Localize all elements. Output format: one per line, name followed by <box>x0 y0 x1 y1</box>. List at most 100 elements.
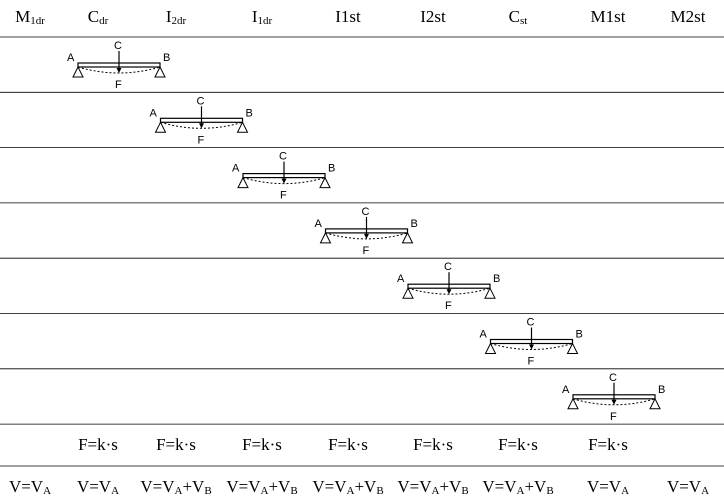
arrow-head <box>281 178 287 184</box>
label-f: F <box>280 190 287 202</box>
subscript: A <box>346 485 354 497</box>
text-part: V=V <box>587 477 622 496</box>
beam-diagram: C A B F <box>397 261 500 312</box>
text-part: V=V <box>312 477 347 496</box>
label-a: A <box>315 218 323 230</box>
arrow-head <box>446 289 452 295</box>
label-b: B <box>411 218 418 230</box>
subscript: 2dr <box>172 15 187 27</box>
shear-formula: V=VA <box>9 477 51 497</box>
subscript: A <box>174 485 182 497</box>
support <box>154 65 166 78</box>
label-b: B <box>163 52 170 64</box>
label-c: C <box>279 151 287 163</box>
shear-formula: V=VA <box>667 477 709 497</box>
column-header: Cst <box>509 7 528 27</box>
force-formula: F=k·s <box>588 435 628 454</box>
force-formula: F=k·s <box>328 435 368 454</box>
beam-diagram: C A B F <box>480 317 583 368</box>
arrow-head <box>611 399 617 405</box>
text-part: C <box>88 7 99 26</box>
label-b: B <box>493 273 500 285</box>
column-header: M2st <box>671 7 706 26</box>
column-header: M1dr <box>15 7 45 27</box>
label-c: C <box>197 95 205 107</box>
force-formula: F=k·s <box>156 435 196 454</box>
label-a: A <box>480 329 488 341</box>
shear-formula: V=VA <box>77 477 119 497</box>
column-header: I2dr <box>166 7 187 27</box>
subscript: B <box>546 485 553 497</box>
arrow-head <box>116 68 122 73</box>
shear-formula: V=VA+VB <box>312 477 383 497</box>
label-c: C <box>527 317 535 329</box>
subscript: A <box>516 485 524 497</box>
subscript: A <box>621 485 629 497</box>
label-b: B <box>328 163 335 175</box>
text-part: M <box>15 7 30 26</box>
subscript: A <box>111 485 119 497</box>
beam-diagram: C A B F <box>562 372 665 423</box>
subscript: 1dr <box>258 15 273 27</box>
shear-formula: V=VA+VB <box>226 477 297 497</box>
force-formula: F=k·s <box>78 435 118 454</box>
subscript: B <box>461 485 468 497</box>
label-f: F <box>528 356 535 368</box>
support <box>484 287 496 299</box>
support <box>649 397 661 410</box>
text-part: V=V <box>667 477 702 496</box>
text-part: V=V <box>482 477 517 496</box>
arrow-head <box>529 344 534 350</box>
column-header: M1st <box>591 7 626 26</box>
label-b: B <box>246 107 253 119</box>
text-part: V=V <box>77 477 112 496</box>
label-a: A <box>67 52 75 64</box>
column-header: I1st <box>335 7 361 26</box>
subscript: B <box>204 485 211 497</box>
text-part: V=V <box>140 477 175 496</box>
label-f: F <box>363 245 370 257</box>
label-a: A <box>232 163 240 175</box>
support <box>319 176 331 189</box>
subscript: B <box>290 485 297 497</box>
text-part: +V <box>354 477 377 496</box>
text-part: I <box>166 7 172 26</box>
text-part: M1st <box>591 7 626 26</box>
text-part: C <box>509 7 520 26</box>
beam-diagram: C A B F <box>232 151 335 202</box>
beam-diagram: C A B F <box>67 40 170 91</box>
text-part: I1st <box>335 7 361 26</box>
shear-formula: V=VA <box>587 477 629 497</box>
subscript: A <box>43 485 51 497</box>
label-c: C <box>362 206 370 218</box>
label-c: C <box>114 40 122 52</box>
text-part: +V <box>182 477 205 496</box>
arrow-head <box>364 233 369 239</box>
label-f: F <box>445 300 452 312</box>
text-part: M2st <box>671 7 706 26</box>
label-c: C <box>609 372 617 384</box>
label-a: A <box>397 273 405 285</box>
support <box>319 231 332 244</box>
subscript: 1dr <box>30 15 45 27</box>
support <box>237 176 249 189</box>
shear-formula: V=VA+VB <box>397 477 468 497</box>
force-formula: F=k·s <box>498 435 538 454</box>
support <box>567 397 579 410</box>
label-c: C <box>444 261 452 273</box>
text-part: I2st <box>420 7 446 26</box>
force-formula: F=k·s <box>413 435 453 454</box>
support <box>566 342 579 354</box>
support <box>154 121 167 133</box>
force-formula: F=k·s <box>242 435 282 454</box>
support <box>402 287 414 299</box>
support <box>401 231 414 244</box>
text-part: V=V <box>9 477 44 496</box>
label-f: F <box>610 411 617 423</box>
support <box>72 65 84 78</box>
text-part: +V <box>268 477 291 496</box>
shear-formula: V=VA+VB <box>482 477 553 497</box>
beam-diagram: C A B F <box>315 206 418 257</box>
subscript: st <box>520 15 527 27</box>
